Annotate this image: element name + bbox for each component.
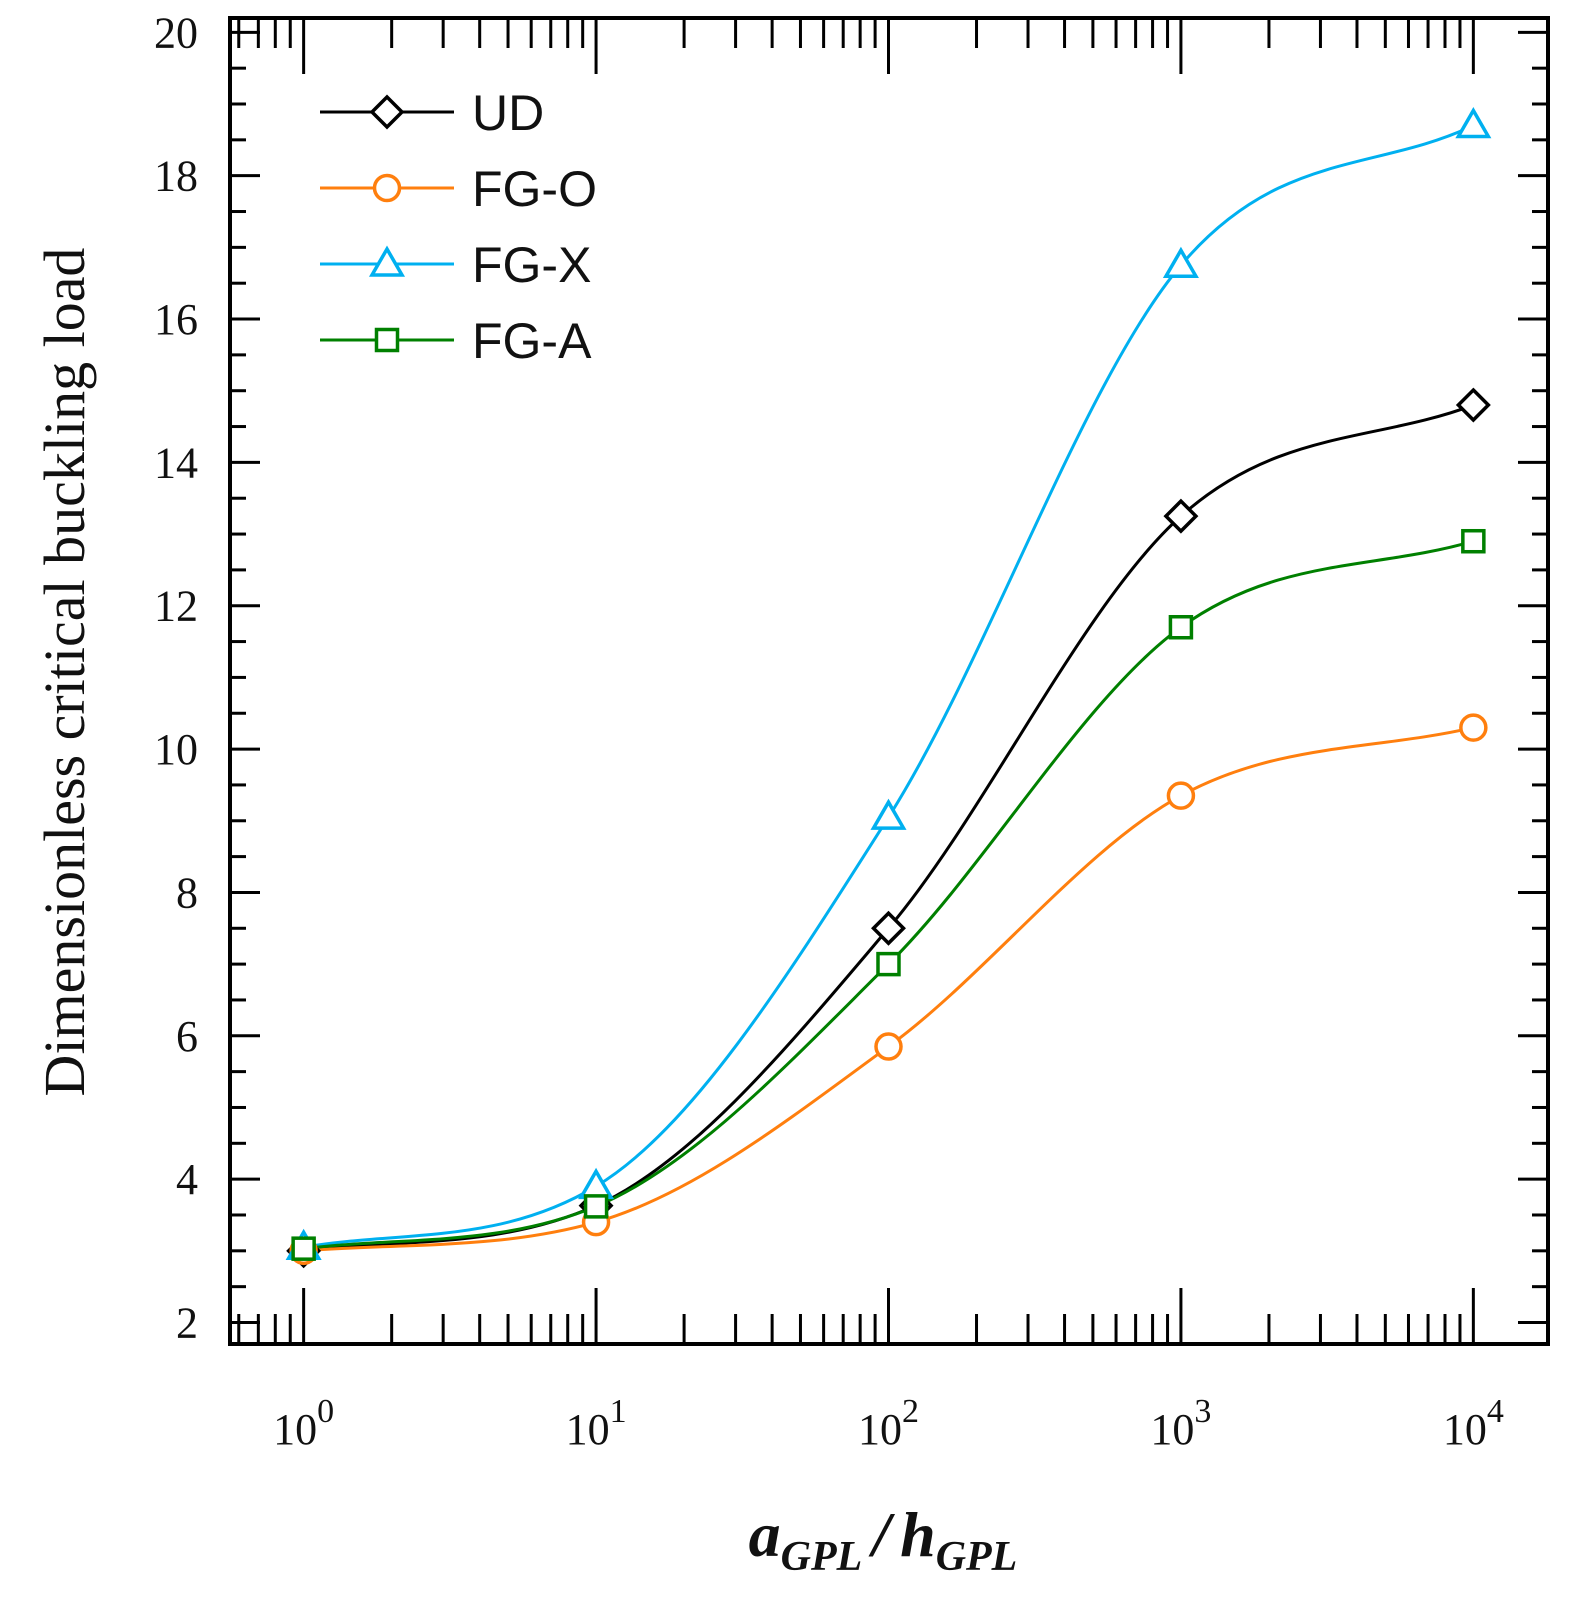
x-label-numerator-sub: GPL	[781, 1534, 863, 1580]
legend-label-fg-x: FG-X	[472, 237, 591, 293]
x-label-denominator-sub: GPL	[936, 1534, 1018, 1580]
data-point-ud	[1163, 498, 1199, 534]
legend: UD FG-O FG-X FG-A	[320, 85, 597, 369]
y-tick-label: 6	[176, 1012, 198, 1061]
data-point-fg-o	[1459, 713, 1488, 742]
data-point-fg-x	[870, 798, 907, 830]
y-tick-label: 4	[176, 1155, 198, 1204]
legend-label-fg-o: FG-O	[472, 161, 597, 217]
series-line-fg-a	[303, 539, 1474, 1251]
x-tick-label: 102	[858, 1393, 919, 1454]
legend-label-ud: UD	[472, 85, 544, 141]
series-layer	[285, 107, 1492, 1269]
data-point-ud	[1455, 387, 1491, 423]
series-line-fg-x	[303, 124, 1474, 1249]
legend-label-fg-a: FG-A	[472, 313, 592, 369]
x-tick-label: 103	[1150, 1393, 1211, 1454]
x-tick-label: 100	[273, 1393, 334, 1454]
x-label-separator: /	[868, 1499, 895, 1570]
y-tick-label: 8	[176, 868, 198, 917]
data-point-fg-a	[583, 1194, 609, 1219]
data-point-fg-a	[1168, 614, 1194, 640]
plot-frame	[228, 16, 1550, 1346]
y-tick-label: 12	[154, 582, 198, 631]
data-point-fg-x	[1162, 246, 1199, 279]
y-axis-label: Dimensionless critical buckling load	[32, 248, 97, 1097]
y-tick-label: 10	[154, 725, 198, 774]
x-tick-label: 104	[1443, 1393, 1504, 1454]
y-tick-label: 16	[154, 295, 198, 344]
legend-marker-ud	[369, 94, 405, 130]
data-point-fg-x	[1455, 107, 1492, 139]
y-tick-label: 20	[154, 8, 198, 57]
y-tick-label: 14	[154, 438, 198, 487]
x-label-denominator: h	[900, 1499, 936, 1570]
legend-marker-fg-a	[374, 327, 400, 353]
data-point-fg-a	[876, 951, 901, 977]
data-point-fg-o	[874, 1032, 903, 1061]
x-axis-label: aGPL / hGPL	[749, 1499, 1018, 1580]
x-tick-label: 101	[566, 1393, 627, 1454]
axes-layer: 2 4 6 8 10 12 14 16 18 20 100 101 102 103 104	[154, 8, 1550, 1454]
data-point-fg-a	[1461, 528, 1486, 554]
x-label-numerator: a	[749, 1499, 781, 1570]
legend-marker-fg-o	[372, 173, 402, 203]
data-point-fg-o	[1166, 781, 1196, 810]
y-tick-label: 2	[176, 1298, 198, 1347]
data-point-fg-a	[291, 1236, 316, 1261]
data-point-fg-x	[578, 1167, 615, 1200]
legend-marker-fg-x	[368, 245, 406, 277]
data-point-ud	[871, 910, 906, 946]
y-tick-label: 18	[154, 152, 198, 201]
